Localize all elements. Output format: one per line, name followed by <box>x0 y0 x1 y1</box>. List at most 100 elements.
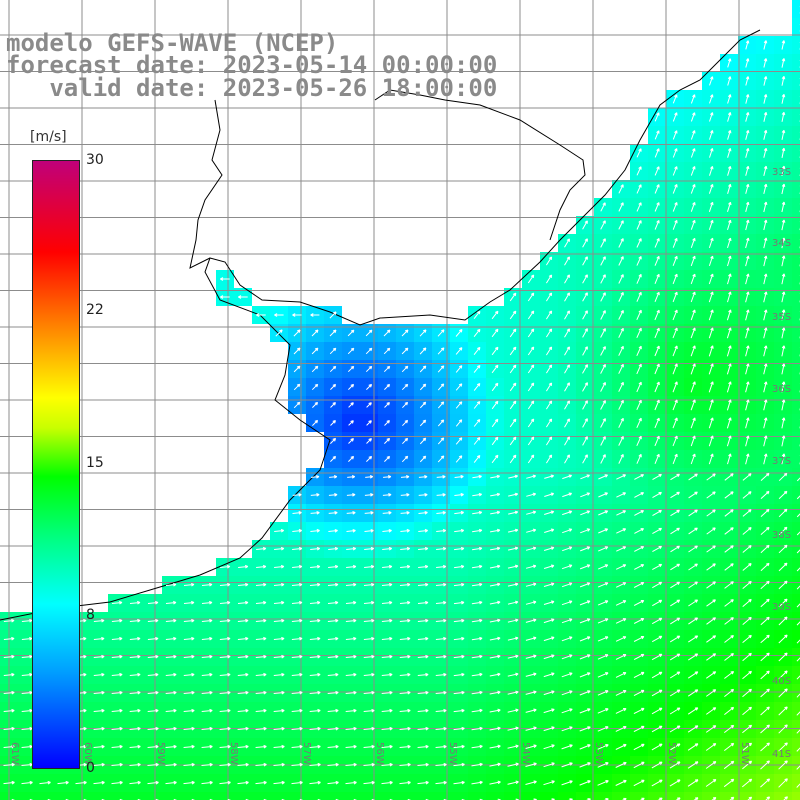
colorbar-tick-15: 15 <box>86 455 104 471</box>
wind-arrow <box>238 295 248 299</box>
wind-arrow <box>419 419 427 427</box>
sea-cell <box>54 792 72 800</box>
wind-arrow <box>726 327 732 339</box>
wind-arrow <box>636 309 642 321</box>
wind-arrow <box>763 435 768 447</box>
wind-arrow <box>418 493 428 497</box>
wind-arrow <box>147 654 159 659</box>
wind-arrow <box>781 381 786 393</box>
wind-arrow <box>742 545 752 553</box>
wind-arrow <box>651 725 663 733</box>
wind-arrow <box>111 654 123 659</box>
wind-arrow <box>345 636 357 641</box>
wind-arrow <box>745 273 750 285</box>
wind-arrow <box>345 582 357 587</box>
wind-arrow <box>543 780 555 786</box>
wind-arrow <box>687 743 699 751</box>
wind-arrow <box>21 618 33 623</box>
wind-arrow <box>727 237 732 249</box>
wind-arrow <box>419 329 427 337</box>
wind-arrow <box>491 382 499 392</box>
wind-arrow <box>93 726 105 731</box>
wind-arrow <box>436 528 447 533</box>
wind-arrow <box>778 616 788 626</box>
wind-arrow <box>600 292 606 302</box>
wind-arrow <box>672 291 678 303</box>
wind-arrow <box>472 546 483 551</box>
wind-arrow <box>687 671 699 679</box>
wind-arrow <box>633 582 645 588</box>
sea-cell <box>792 648 800 666</box>
wind-arrow <box>93 672 105 677</box>
wind-arrow <box>708 381 714 393</box>
wind-arrow <box>419 455 427 463</box>
wind-arrow <box>562 510 573 516</box>
wind-arrow <box>255 690 267 695</box>
lat-label: 39S <box>772 602 791 613</box>
wind-arrow <box>111 762 123 767</box>
wind-arrow <box>600 454 606 464</box>
wind-arrow <box>255 744 267 749</box>
wind-arrow <box>564 274 570 284</box>
sea-cell <box>378 792 396 800</box>
sea-cell <box>792 378 800 396</box>
wind-arrow <box>220 295 230 299</box>
wind-arrow <box>402 437 409 445</box>
wind-arrow <box>327 654 339 659</box>
wind-arrow <box>742 724 753 734</box>
wind-arrow <box>219 582 231 587</box>
wind-arrow <box>473 382 481 391</box>
wind-arrow <box>579 708 591 714</box>
wind-arrow <box>600 202 606 212</box>
wind-arrow <box>509 382 517 392</box>
wind-arrow <box>274 313 284 317</box>
wind-arrow <box>597 546 609 552</box>
wind-arrow <box>255 636 267 641</box>
wind-arrow <box>345 762 357 767</box>
wind-arrow <box>709 76 714 86</box>
wind-arrow <box>473 310 481 320</box>
wind-arrow <box>399 618 411 623</box>
wind-arrow <box>237 582 249 587</box>
wind-arrow <box>763 417 768 429</box>
wind-arrow <box>564 292 570 302</box>
wind-arrow <box>347 329 355 337</box>
wind-arrow <box>453 744 465 749</box>
wind-arrow <box>237 780 249 785</box>
wind-arrow <box>582 436 588 446</box>
wind-arrow <box>796 495 800 500</box>
wind-arrow <box>705 725 717 733</box>
wind-arrow <box>778 490 788 500</box>
wind-arrow <box>471 726 483 731</box>
wind-arrow <box>348 438 354 444</box>
wind-arrow <box>330 402 336 408</box>
wind-arrow <box>165 618 177 623</box>
wind-arrow <box>600 256 606 266</box>
wind-arrow <box>437 401 445 409</box>
wind-arrow <box>634 564 645 570</box>
wind-arrow <box>330 455 337 462</box>
wind-arrow <box>509 400 517 410</box>
sea-cell <box>630 792 648 800</box>
wind-arrow <box>763 237 768 249</box>
wind-arrow <box>597 600 609 606</box>
wind-arrow <box>778 562 788 572</box>
wind-arrow <box>363 618 375 623</box>
wind-arrow <box>183 780 195 785</box>
wind-arrow <box>471 654 483 659</box>
wind-arrow <box>381 600 393 605</box>
wind-arrow <box>489 762 501 767</box>
wind-arrow <box>742 706 752 716</box>
wind-arrow <box>491 346 499 356</box>
wind-arrow <box>690 453 696 465</box>
wind-arrow <box>598 510 609 516</box>
lon-label: 53W <box>593 742 604 765</box>
wind-arrow <box>418 475 428 479</box>
wind-arrow <box>580 474 590 480</box>
wind-arrow <box>765 796 771 800</box>
wind-arrow <box>723 760 735 770</box>
wind-arrow <box>435 708 447 713</box>
wind-arrow <box>366 420 372 426</box>
wind-arrow <box>273 582 285 587</box>
wind-arrow <box>507 654 519 659</box>
